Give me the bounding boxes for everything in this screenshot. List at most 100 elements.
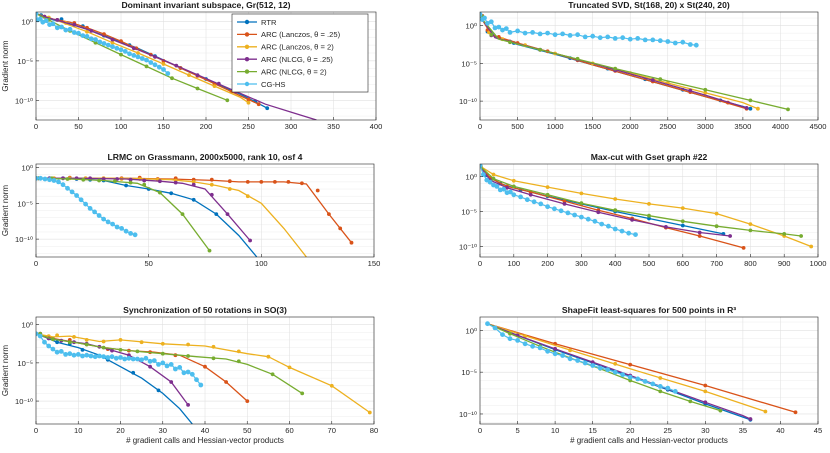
data-point xyxy=(748,417,753,421)
data-point xyxy=(714,211,719,216)
data-point xyxy=(485,20,490,26)
data-point xyxy=(349,240,354,245)
y-tick-label: 10⁰ xyxy=(22,17,34,26)
data-point xyxy=(63,352,68,357)
x-tick-label: 30 xyxy=(701,426,709,435)
data-point xyxy=(185,369,191,375)
data-point xyxy=(101,216,106,222)
data-point xyxy=(763,409,768,414)
legend-item: RTR xyxy=(237,18,277,27)
data-point xyxy=(266,354,271,359)
data-point xyxy=(273,180,277,184)
data-point xyxy=(96,213,102,218)
data-point xyxy=(65,177,70,181)
series-line-arc-nlcg-25- xyxy=(480,165,731,237)
data-point xyxy=(139,56,145,61)
data-point xyxy=(101,339,106,344)
data-point xyxy=(688,88,693,93)
data-point xyxy=(209,192,214,197)
data-point xyxy=(55,333,59,338)
data-point xyxy=(148,60,154,65)
data-point xyxy=(650,78,655,82)
data-point xyxy=(703,87,708,92)
data-point xyxy=(128,177,133,182)
data-point xyxy=(630,218,634,222)
data-point xyxy=(54,25,60,31)
data-point xyxy=(500,27,505,33)
data-point xyxy=(122,49,128,54)
data-point xyxy=(697,234,702,238)
y-tick-label: 10⁰ xyxy=(466,173,478,182)
data-point xyxy=(585,216,591,222)
data-point xyxy=(97,353,102,359)
data-point xyxy=(84,342,89,347)
axes-frame xyxy=(479,11,819,121)
x-tick-label: 1500 xyxy=(584,122,601,131)
data-point xyxy=(287,365,292,370)
data-point xyxy=(511,184,516,189)
data-point xyxy=(680,223,685,228)
data-point xyxy=(65,185,70,191)
data-point xyxy=(528,192,533,197)
x-tick-label: 45 xyxy=(814,426,822,435)
data-point xyxy=(42,176,48,182)
data-point xyxy=(135,54,141,60)
data-point xyxy=(216,81,221,86)
x-tick-label: 350 xyxy=(327,122,340,131)
x-tick-label: 80 xyxy=(370,426,378,435)
y-tick-label: 10⁻¹⁰ xyxy=(15,397,33,406)
y-tick-label: 10⁰ xyxy=(22,321,34,330)
data-point xyxy=(131,370,136,375)
data-point xyxy=(748,98,753,103)
data-point xyxy=(492,25,498,31)
data-point xyxy=(236,349,241,354)
data-point xyxy=(786,107,790,112)
data-point xyxy=(97,39,103,45)
data-point xyxy=(186,354,191,358)
y-tick-label: 10⁻⁵ xyxy=(461,368,477,377)
x-tick-label: 3500 xyxy=(734,122,751,131)
data-point xyxy=(55,18,60,22)
data-point xyxy=(338,226,343,231)
data-point xyxy=(142,182,147,187)
data-point xyxy=(152,62,158,68)
data-point xyxy=(545,348,550,354)
data-point xyxy=(524,197,530,203)
x-tick-label: 100 xyxy=(507,259,520,268)
data-point xyxy=(76,30,81,36)
data-point xyxy=(518,194,523,200)
data-point xyxy=(97,178,101,183)
data-point xyxy=(590,363,596,368)
data-point xyxy=(612,369,618,375)
y-tick-label: 10⁰ xyxy=(22,164,34,173)
x-tick-label: 15 xyxy=(588,426,596,435)
legend-swatch-marker xyxy=(244,81,250,87)
x-tick-label: 40 xyxy=(776,426,784,435)
data-point xyxy=(488,19,494,25)
data-point xyxy=(195,73,200,77)
chart-title: Synchronization of 50 rotations in SO(3) xyxy=(123,305,287,315)
data-point xyxy=(105,42,111,48)
y-tick-label: 10⁻⁵ xyxy=(461,208,477,217)
data-point xyxy=(80,353,85,359)
data-point xyxy=(579,214,584,220)
x-tick-label: 2000 xyxy=(622,122,639,131)
y-tick-label: 10⁻¹⁰ xyxy=(459,410,477,419)
data-point xyxy=(88,36,94,42)
data-point xyxy=(568,348,572,353)
data-point xyxy=(88,353,94,359)
data-point xyxy=(211,344,216,349)
legend-swatch-marker xyxy=(244,57,250,62)
data-point xyxy=(161,62,166,66)
x-tick-label: 100 xyxy=(255,259,268,268)
data-point xyxy=(51,337,55,342)
data-point xyxy=(245,180,250,184)
data-point xyxy=(132,232,138,238)
data-point xyxy=(118,348,123,352)
data-point xyxy=(143,355,149,361)
x-tick-label: 100 xyxy=(115,122,128,131)
data-point xyxy=(84,352,90,358)
data-point xyxy=(793,410,798,415)
grid xyxy=(35,316,375,425)
data-point xyxy=(508,331,512,336)
